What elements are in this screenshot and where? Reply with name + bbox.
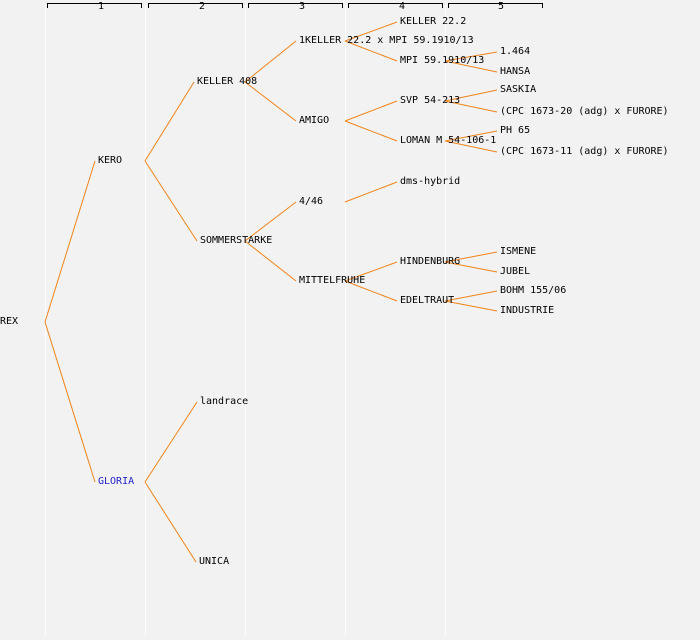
generation-bracket-1 bbox=[47, 3, 142, 8]
edge-keller408-keller-cross bbox=[244, 40, 297, 83]
edge-hindenburg-ismene bbox=[444, 251, 498, 263]
node-edeltraut[interactable]: EDELTRAUT bbox=[400, 295, 455, 306]
node-hindenburg[interactable]: HINDENBURG bbox=[400, 256, 461, 267]
edge-svp54-saskia bbox=[444, 89, 498, 102]
node-dms-hybrid[interactable]: dms-hybrid bbox=[400, 176, 461, 187]
node-jubel[interactable]: JUBEL bbox=[500, 266, 531, 277]
node-gen-4-46[interactable]: 4/46 bbox=[299, 196, 324, 207]
edge-mittelfruhe-hindenburg bbox=[344, 261, 398, 282]
node-industrie[interactable]: INDUSTRIE bbox=[500, 305, 555, 316]
node-hansa[interactable]: HANSA bbox=[500, 66, 531, 77]
edge-sommerstarke-gen-4-46 bbox=[244, 201, 297, 242]
edge-keller408-amigo bbox=[244, 81, 297, 122]
node-mittelfruhe[interactable]: MITTELFRUHE bbox=[299, 275, 366, 286]
node-amigo[interactable]: AMIGO bbox=[299, 115, 330, 126]
edge-rex-kero bbox=[44, 160, 96, 323]
edge-mittelfruhe-edeltraut bbox=[344, 280, 398, 302]
node-saskia[interactable]: SASKIA bbox=[500, 84, 537, 95]
edge-keller-cross-mpi59 bbox=[344, 40, 398, 62]
edge-gen-4-46-dms-hybrid bbox=[344, 181, 398, 203]
column-gridline-5 bbox=[445, 5, 446, 635]
node-ph65[interactable]: PH 65 bbox=[500, 125, 531, 136]
node-keller-cross[interactable]: 1KELLER 22.2 x MPI 59.1910/13 bbox=[299, 35, 474, 46]
edge-rex-gloria bbox=[44, 321, 96, 483]
edge-kero-sommerstarke bbox=[144, 160, 198, 242]
generation-number-1: 1 bbox=[97, 1, 105, 12]
edge-hindenburg-jubel bbox=[444, 261, 498, 273]
edge-loman-cpc11 bbox=[444, 140, 498, 153]
edge-edeltraut-bohm bbox=[444, 290, 498, 302]
column-gridline-2 bbox=[145, 5, 146, 635]
edge-gloria-landrace bbox=[144, 401, 198, 483]
node-rex[interactable]: REX bbox=[0, 316, 19, 327]
edge-kero-keller408 bbox=[144, 81, 195, 162]
edge-amigo-loman bbox=[344, 120, 398, 142]
edge-mpi59-hansa bbox=[444, 60, 498, 73]
node-gloria[interactable]: GLORIA bbox=[98, 476, 135, 487]
column-gridline-4 bbox=[345, 5, 346, 635]
node-cpc11[interactable]: (CPC 1673-11 (adg) x FURORE) bbox=[500, 146, 669, 157]
node-keller408[interactable]: KELLER 408 bbox=[197, 76, 258, 87]
node-cpc20[interactable]: (CPC 1673-20 (adg) x FURORE) bbox=[500, 106, 669, 117]
generation-bracket-2 bbox=[148, 3, 243, 8]
generation-bracket-3 bbox=[248, 3, 343, 8]
edge-edeltraut-industrie bbox=[444, 300, 498, 312]
generation-number-2: 2 bbox=[198, 1, 206, 12]
edge-mpi59-n1464 bbox=[444, 51, 498, 62]
edge-amigo-svp54 bbox=[344, 100, 398, 122]
edge-gloria-unica bbox=[144, 481, 197, 563]
node-ismene[interactable]: ISMENE bbox=[500, 246, 537, 257]
node-mpi59[interactable]: MPI 59.1910/13 bbox=[400, 55, 485, 66]
node-bohm[interactable]: BOHM 155/06 bbox=[500, 285, 567, 296]
edge-keller-cross-keller222 bbox=[344, 21, 398, 42]
edge-loman-ph65 bbox=[444, 130, 498, 142]
edge-sommerstarke-mittelfruhe bbox=[244, 240, 297, 282]
node-loman[interactable]: LOMAN M 54-106-1 bbox=[400, 135, 497, 146]
node-keller222[interactable]: KELLER 22.2 bbox=[400, 16, 467, 27]
node-svp54[interactable]: SVP 54-213 bbox=[400, 95, 461, 106]
edge-svp54-cpc20 bbox=[444, 100, 498, 113]
node-unica[interactable]: UNICA bbox=[199, 556, 230, 567]
node-kero[interactable]: KERO bbox=[98, 155, 123, 166]
generation-bracket-4 bbox=[348, 3, 443, 8]
generation-number-3: 3 bbox=[298, 1, 306, 12]
generation-number-5: 5 bbox=[497, 1, 505, 12]
node-n1464[interactable]: 1.464 bbox=[500, 46, 531, 57]
node-landrace[interactable]: landrace bbox=[200, 396, 249, 407]
column-gridline-3 bbox=[245, 5, 246, 635]
generation-number-4: 4 bbox=[398, 1, 406, 12]
generation-bracket-5 bbox=[448, 3, 543, 8]
node-sommerstarke[interactable]: SOMMERSTARKE bbox=[200, 235, 273, 246]
